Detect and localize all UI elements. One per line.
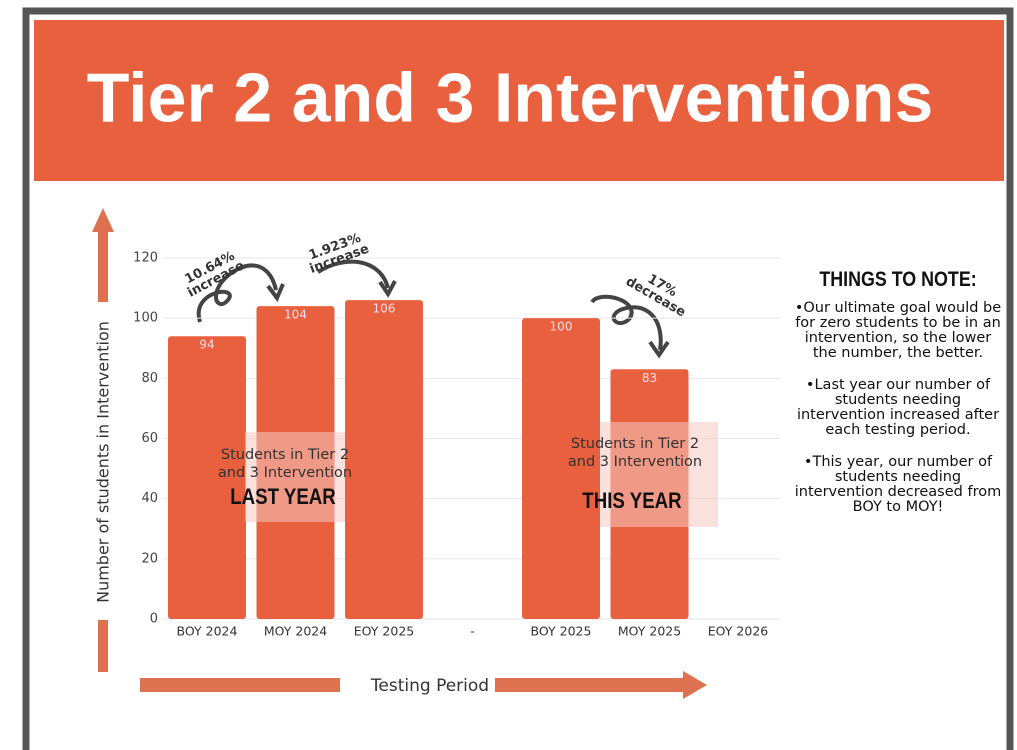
header-band (34, 20, 1004, 181)
x-tick-label: MOY 2024 (264, 624, 327, 639)
notes-heading: THINGS TO NOTE: (819, 268, 977, 291)
arrowhead (648, 340, 670, 359)
overlay-text: and 3 Intervention (568, 454, 702, 470)
data-label: 104 (284, 308, 307, 322)
data-label: 100 (550, 320, 573, 334)
y-tick-label: 80 (141, 371, 158, 386)
y-tick-label: 40 (141, 491, 158, 506)
x-tick-label: EOY 2026 (708, 624, 769, 639)
y-tick-label: 60 (141, 431, 158, 446)
y-tick-label: 120 (133, 251, 158, 266)
notes-panel: THINGS TO NOTE: •Our ultimate goal would… (793, 268, 1003, 532)
overlay-box (245, 432, 345, 522)
curly-arrow (590, 294, 663, 351)
x-arrow-left (140, 678, 340, 692)
x-arrow-right (495, 671, 707, 699)
x-tick-label: - (470, 624, 475, 639)
overlay-label: THIS YEAR (582, 489, 682, 513)
curly-arrow (196, 263, 278, 323)
bar (168, 336, 246, 619)
curly-arrow (316, 259, 390, 289)
note: •Our ultimate goal would be for zero stu… (794, 300, 1002, 361)
overlay-label: LAST YEAR (230, 485, 336, 509)
note: •Last year our number of students needin… (796, 377, 1000, 438)
y-arrow-bottom (98, 620, 108, 672)
title: Tier 2 and 3 Interventions (87, 58, 934, 136)
y-tick-label: 20 (141, 551, 158, 566)
bar (522, 318, 600, 619)
x-tick-label: EOY 2025 (354, 624, 414, 639)
y-arrow-top (92, 208, 114, 302)
overlay-text: and 3 Intervention (218, 465, 352, 481)
arrowhead (266, 283, 285, 302)
data-label: 83 (642, 371, 657, 385)
x-tick-label: BOY 2024 (177, 624, 238, 639)
data-label: 106 (373, 302, 396, 316)
data-label: 94 (199, 338, 214, 352)
y-tick-label: 100 (133, 311, 158, 326)
y-tick-label: 0 (150, 612, 158, 627)
bar (345, 300, 423, 619)
x-tick-label: BOY 2025 (531, 624, 592, 639)
overlay-text: Students in Tier 2 (221, 447, 349, 463)
chart: 0 20 40 60 80 100 120 Number of students in Int… (94, 231, 780, 696)
overlay-text: Students in Tier 2 (571, 436, 699, 452)
overlay-box (600, 422, 718, 527)
arrowhead (378, 280, 397, 298)
x-tick-label: MOY 2025 (618, 624, 681, 639)
x-axis-label: Testing Period (370, 676, 489, 696)
note: •This year, our number of students needi… (794, 454, 1002, 515)
y-axis-label: Number of students in Intervention (94, 321, 113, 603)
